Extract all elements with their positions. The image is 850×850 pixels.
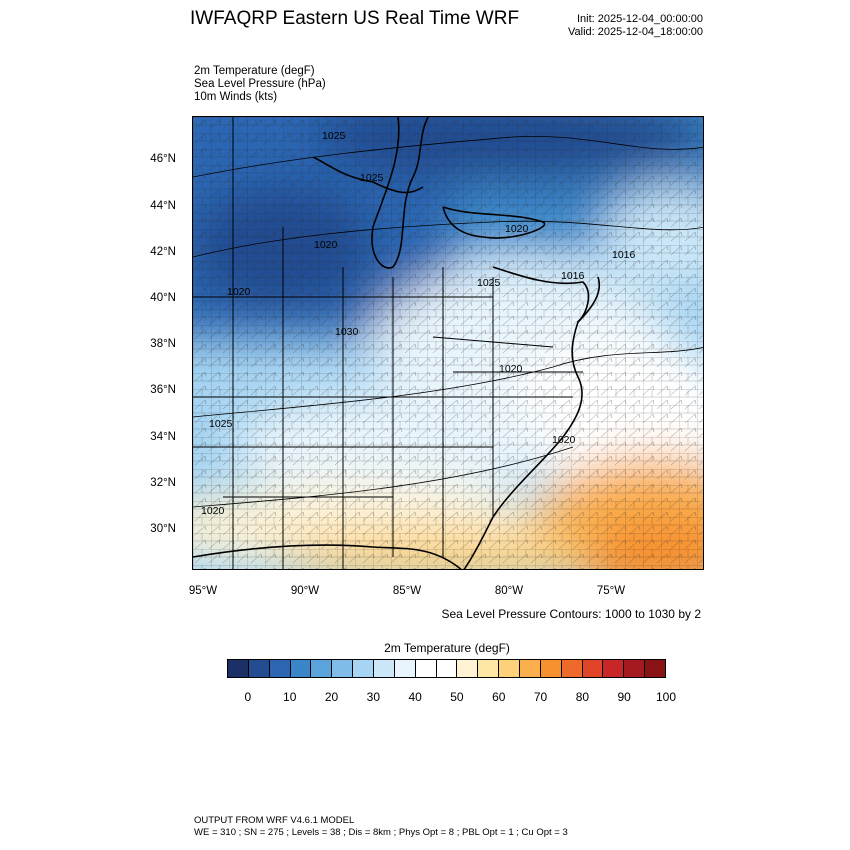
colorbar-label: 20 — [324, 690, 339, 704]
contour-note: Sea Level Pressure Contours: 1000 to 103… — [441, 607, 702, 621]
colorbar-swatch — [248, 660, 270, 677]
colorbar-swatch — [624, 660, 646, 677]
pressure-label: 1016 — [561, 270, 585, 282]
field-label-pressure: Sea Level Pressure (hPa) — [194, 78, 326, 90]
colorbar-label: 80 — [575, 690, 590, 704]
lat-label: 32°N — [150, 477, 176, 489]
colorbar-swatch — [561, 660, 583, 677]
colorbar — [227, 659, 666, 678]
pressure-label-group: 1025 1025 1020 1020 1020 1016 1016 1025 … — [201, 130, 636, 517]
colorbar-label: 50 — [450, 690, 464, 704]
lat-label: 38°N — [150, 338, 176, 350]
colorbar-swatch — [290, 660, 312, 677]
footer-model: OUTPUT FROM WRF V4.6.1 MODEL — [194, 815, 355, 826]
field-label-winds: 10m Winds (kts) — [194, 91, 278, 103]
colorbar-label: 100 — [655, 690, 677, 704]
pressure-label: 1020 — [552, 434, 576, 446]
pressure-label: 1020 — [505, 223, 529, 235]
pressure-label: 1025 — [322, 130, 346, 142]
colorbar-swatch — [394, 660, 416, 677]
map-title: IWFAQRP Eastern US Real Time WRF — [190, 8, 520, 29]
pressure-label: 1016 — [612, 249, 636, 261]
lon-label: 85°W — [392, 585, 422, 597]
colorbar-swatch — [540, 660, 562, 677]
pressure-contours — [193, 135, 703, 508]
colorbar-label: 40 — [408, 690, 422, 704]
wind-barbs — [193, 117, 703, 569]
weather-map: 1025 1025 1020 1020 1020 1016 1016 1025 … — [192, 116, 704, 570]
lat-label: 40°N — [150, 292, 176, 304]
lat-label: 42°N — [150, 246, 176, 258]
lon-label: 90°W — [290, 585, 320, 597]
pressure-label: 1030 — [335, 326, 359, 338]
lon-label: 95°W — [188, 585, 218, 597]
pressure-label: 1025 — [477, 277, 501, 289]
colorbar-label: 60 — [492, 690, 506, 704]
colorbar-swatch — [332, 660, 354, 677]
valid-time: Valid: 2025-12-04_18:00:00 — [568, 26, 703, 38]
colorbar-swatch — [478, 660, 500, 677]
colorbar-swatch — [415, 660, 437, 677]
pressure-label: 1020 — [201, 505, 225, 517]
field-label-temperature: 2m Temperature (degF) — [194, 65, 315, 77]
pressure-label: 1020 — [314, 239, 338, 251]
lat-label: 46°N — [150, 153, 176, 165]
lat-label: 34°N — [150, 431, 176, 443]
lat-label: 44°N — [150, 200, 176, 212]
pressure-label: 1020 — [499, 363, 523, 375]
colorbar-swatch — [457, 660, 479, 677]
pressure-label: 1025 — [360, 172, 384, 184]
colorbar-swatch — [228, 660, 249, 677]
colorbar-swatch — [520, 660, 541, 677]
colorbar-swatch — [582, 660, 604, 677]
colorbar-label: 90 — [617, 690, 631, 704]
pressure-label: 1020 — [227, 286, 251, 298]
colorbar-swatch — [353, 660, 375, 677]
colorbar-title: 2m Temperature (degF) — [384, 641, 510, 655]
colorbar-swatch — [645, 660, 666, 677]
lon-label: 80°W — [494, 585, 524, 597]
colorbar-label: 30 — [366, 690, 381, 704]
colorbar-swatch — [499, 660, 521, 677]
colorbar-label: 70 — [533, 690, 548, 704]
pressure-label: 1025 — [209, 418, 233, 430]
init-time: Init: 2025-12-04_00:00:00 — [577, 13, 703, 25]
colorbar-label: 0 — [244, 690, 252, 704]
colorbar-swatch — [436, 660, 458, 677]
colorbar-swatch — [374, 660, 395, 677]
lat-label: 36°N — [150, 384, 176, 396]
colorbar-swatch — [269, 660, 291, 677]
map-canvas: 1025 1025 1020 1020 1020 1016 1016 1025 … — [193, 117, 703, 569]
colorbar-swatch — [603, 660, 625, 677]
lon-label: 75°W — [596, 585, 626, 597]
footer-config: WE = 310 ; SN = 275 ; Levels = 38 ; Dis … — [194, 827, 568, 838]
colorbar-label: 10 — [283, 690, 297, 704]
lat-label: 30°N — [150, 523, 176, 535]
colorbar-swatch — [311, 660, 333, 677]
state-borders — [193, 117, 583, 569]
